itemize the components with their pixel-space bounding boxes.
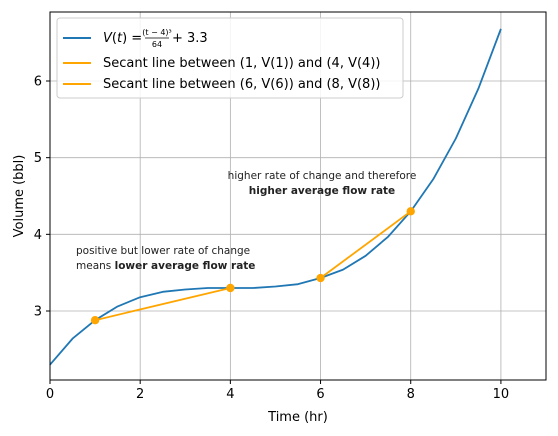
annotation-lower-rate-line1: positive but lower rate of change: [76, 245, 250, 257]
legend-secant1-label: Secant line between (1, V(1)) and (4, V(…: [103, 56, 380, 71]
axis-ticks: 0 2 4 6 8 10 3 4 5 6: [34, 75, 509, 403]
legend-curve-denominator: 64: [152, 40, 162, 49]
legend-curve-label: V(t) =: [103, 31, 142, 46]
x-axis-label: Time (hr): [267, 410, 328, 425]
legend-box: [56, 17, 404, 99]
secant-line-1: [94, 287, 231, 322]
legend-curve-numerator: (t − 4)³: [142, 28, 171, 37]
x-tick-label: 10: [493, 387, 510, 402]
y-axis-label: Volume (bbl): [12, 155, 27, 238]
plot-frame: [49, 11, 547, 381]
secant-point: [226, 283, 235, 293]
y-tick-label: 3: [34, 305, 42, 320]
secant-point: [90, 316, 100, 325]
annotation-higher-rate: higher rate of change and therefore high…: [228, 170, 417, 197]
annotation-higher-rate-line2: higher average flow rate: [249, 185, 395, 197]
secant-point: [316, 273, 325, 283]
annotation-higher-rate-line1: higher rate of change and therefore: [228, 170, 417, 182]
x-tick-label: 6: [316, 387, 324, 402]
annotation-lower-rate-line2: means lower average flow rate: [76, 260, 255, 272]
y-tick-label: 6: [34, 75, 42, 90]
x-tick-label: 2: [136, 387, 144, 402]
legend-curve-suffix: + 3.3: [172, 31, 208, 46]
x-tick-label: 0: [46, 387, 54, 402]
y-tick-label: 5: [34, 151, 42, 166]
legend-secant2-label: Secant line between (6, V(6)) and (8, V(…: [103, 77, 380, 92]
plot-series: [49, 28, 502, 366]
legend: V(t) = (t − 4)³ 64 + 3.3 Secant line bet…: [56, 17, 404, 99]
x-tick-label: 4: [226, 387, 234, 402]
secant-line-2: [320, 210, 412, 279]
annotation-lower-rate: positive but lower rate of change means …: [76, 245, 255, 272]
x-tick-label: 8: [407, 387, 415, 402]
volume-curve: [49, 28, 502, 366]
secant-point: [406, 207, 415, 216]
y-tick-label: 4: [34, 228, 42, 243]
